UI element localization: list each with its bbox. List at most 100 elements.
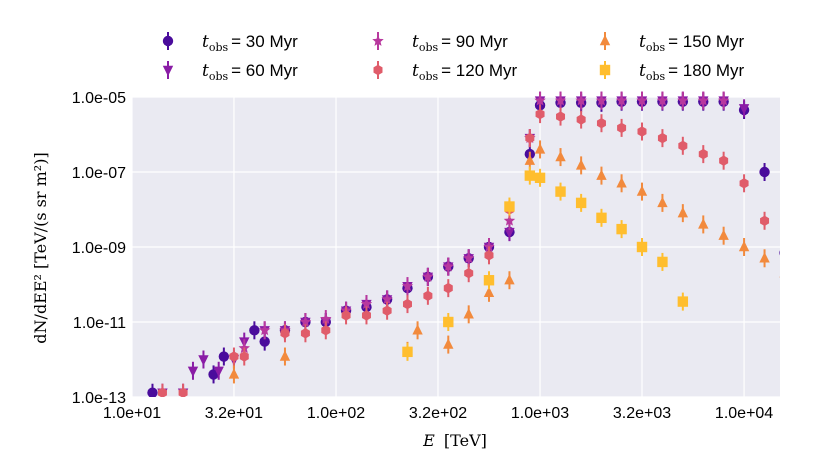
x-axis-label: E [TeV] [422, 431, 487, 450]
series-3 [157, 105, 789, 397]
data-point [402, 298, 412, 310]
data-point [738, 240, 750, 252]
data-point [228, 368, 240, 379]
legend-label-value: = 180 Myr [668, 61, 744, 80]
data-point [717, 94, 730, 106]
data-point [698, 218, 709, 229]
legend-entry: tobs = 60 Myr [162, 61, 298, 83]
legend-marker [373, 64, 383, 76]
data-point [443, 316, 454, 328]
data-point [360, 298, 373, 309]
legend-label-var: t [412, 61, 419, 81]
legend-label-sub: obs [209, 41, 229, 54]
data-point [656, 94, 669, 106]
data-point [423, 290, 433, 301]
x-tick-label: 1.0e+03 [511, 405, 569, 422]
legend-label-value: = 60 Myr [231, 61, 298, 80]
data-point [442, 260, 454, 272]
data-point [596, 118, 606, 129]
y-axis-label: dN/dEE² [TeV/(s sr m²)] [31, 152, 50, 343]
legend-entry: tobs = 30 Myr [162, 32, 298, 54]
data-point [636, 185, 648, 196]
data-point [596, 169, 607, 180]
data-point [575, 197, 587, 209]
data-point [525, 132, 535, 144]
data-point [280, 328, 290, 339]
x-tick-label: 1.0e+01 [103, 405, 161, 422]
data-point [229, 351, 239, 362]
data-point [534, 172, 546, 184]
legend-label-value: = 30 Myr [231, 32, 298, 51]
legend-marker [162, 65, 174, 77]
data-point [463, 252, 475, 264]
data-point [576, 114, 586, 125]
data-point [524, 154, 536, 165]
data-point [555, 150, 566, 162]
data-point [760, 215, 770, 226]
data-point [697, 94, 709, 106]
x-tick-label: 3.2e+01 [205, 405, 263, 422]
data-point [484, 250, 494, 261]
data-series [147, 91, 789, 397]
legend-label-var: t [412, 32, 419, 52]
series-4 [228, 140, 780, 384]
legend-label: tobs = 60 Myr [202, 61, 298, 83]
data-point [718, 229, 729, 240]
y-axis-ticks: 1.0e-13 1.0e-11 1.0e-09 1.0e-07 1.0e-05 [72, 90, 126, 407]
legend-label-value: = 120 Myr [441, 61, 517, 80]
y-tick-label: 1.0e-09 [72, 240, 126, 257]
legend-label-sub: obs [419, 41, 439, 54]
legend-label-value: = 150 Myr [668, 32, 744, 51]
data-point [678, 140, 688, 151]
data-point [198, 355, 209, 366]
data-point [299, 316, 312, 327]
data-point [657, 196, 668, 208]
data-point [535, 108, 545, 120]
data-point [555, 186, 566, 197]
data-point [779, 276, 780, 278]
legend-label-sub: obs [646, 70, 666, 83]
data-point [780, 279, 789, 289]
data-point [213, 366, 224, 377]
y-tick-label: 1.0e-11 [73, 315, 126, 332]
data-point [524, 170, 536, 181]
data-point [637, 126, 647, 137]
data-point [402, 346, 413, 358]
y-tick-label: 1.0e-13 [72, 390, 126, 407]
data-point [218, 351, 230, 362]
data-point [412, 324, 423, 335]
legend-label-var: t [202, 61, 209, 81]
data-point [463, 308, 474, 319]
x-tick-label: 3.2e+03 [613, 405, 671, 422]
data-point [259, 336, 270, 347]
data-point [483, 286, 495, 298]
data-point [178, 387, 188, 397]
legend-label: tobs = 90 Myr [412, 32, 508, 54]
data-point [300, 328, 310, 339]
data-point [341, 310, 351, 321]
data-point [617, 122, 627, 134]
data-point [422, 270, 434, 282]
data-point [636, 94, 648, 106]
legend-entry: tobs = 180 Myr [599, 61, 745, 83]
x-tick-label: 3.2e+02 [409, 405, 467, 422]
data-point [556, 111, 566, 122]
legend-marker [372, 35, 384, 46]
legend-label: tobs = 150 Myr [639, 32, 745, 54]
data-point [157, 387, 167, 397]
data-point [698, 148, 708, 160]
data-point [759, 166, 770, 178]
x-axis-var: E [422, 431, 435, 450]
data-point [401, 280, 414, 292]
data-point [381, 293, 393, 305]
legend-label-sub: obs [646, 41, 666, 54]
grid [131, 96, 780, 398]
data-point [504, 201, 515, 212]
x-tick-label: 1.0e+04 [715, 405, 773, 422]
legend-entry: tobs = 150 Myr [599, 32, 745, 54]
data-point [279, 350, 291, 361]
data-point [657, 132, 667, 144]
y-tick-label: 1.0e-05 [72, 90, 126, 107]
x-axis-unit: [TeV] [444, 431, 487, 450]
data-point [443, 282, 453, 294]
